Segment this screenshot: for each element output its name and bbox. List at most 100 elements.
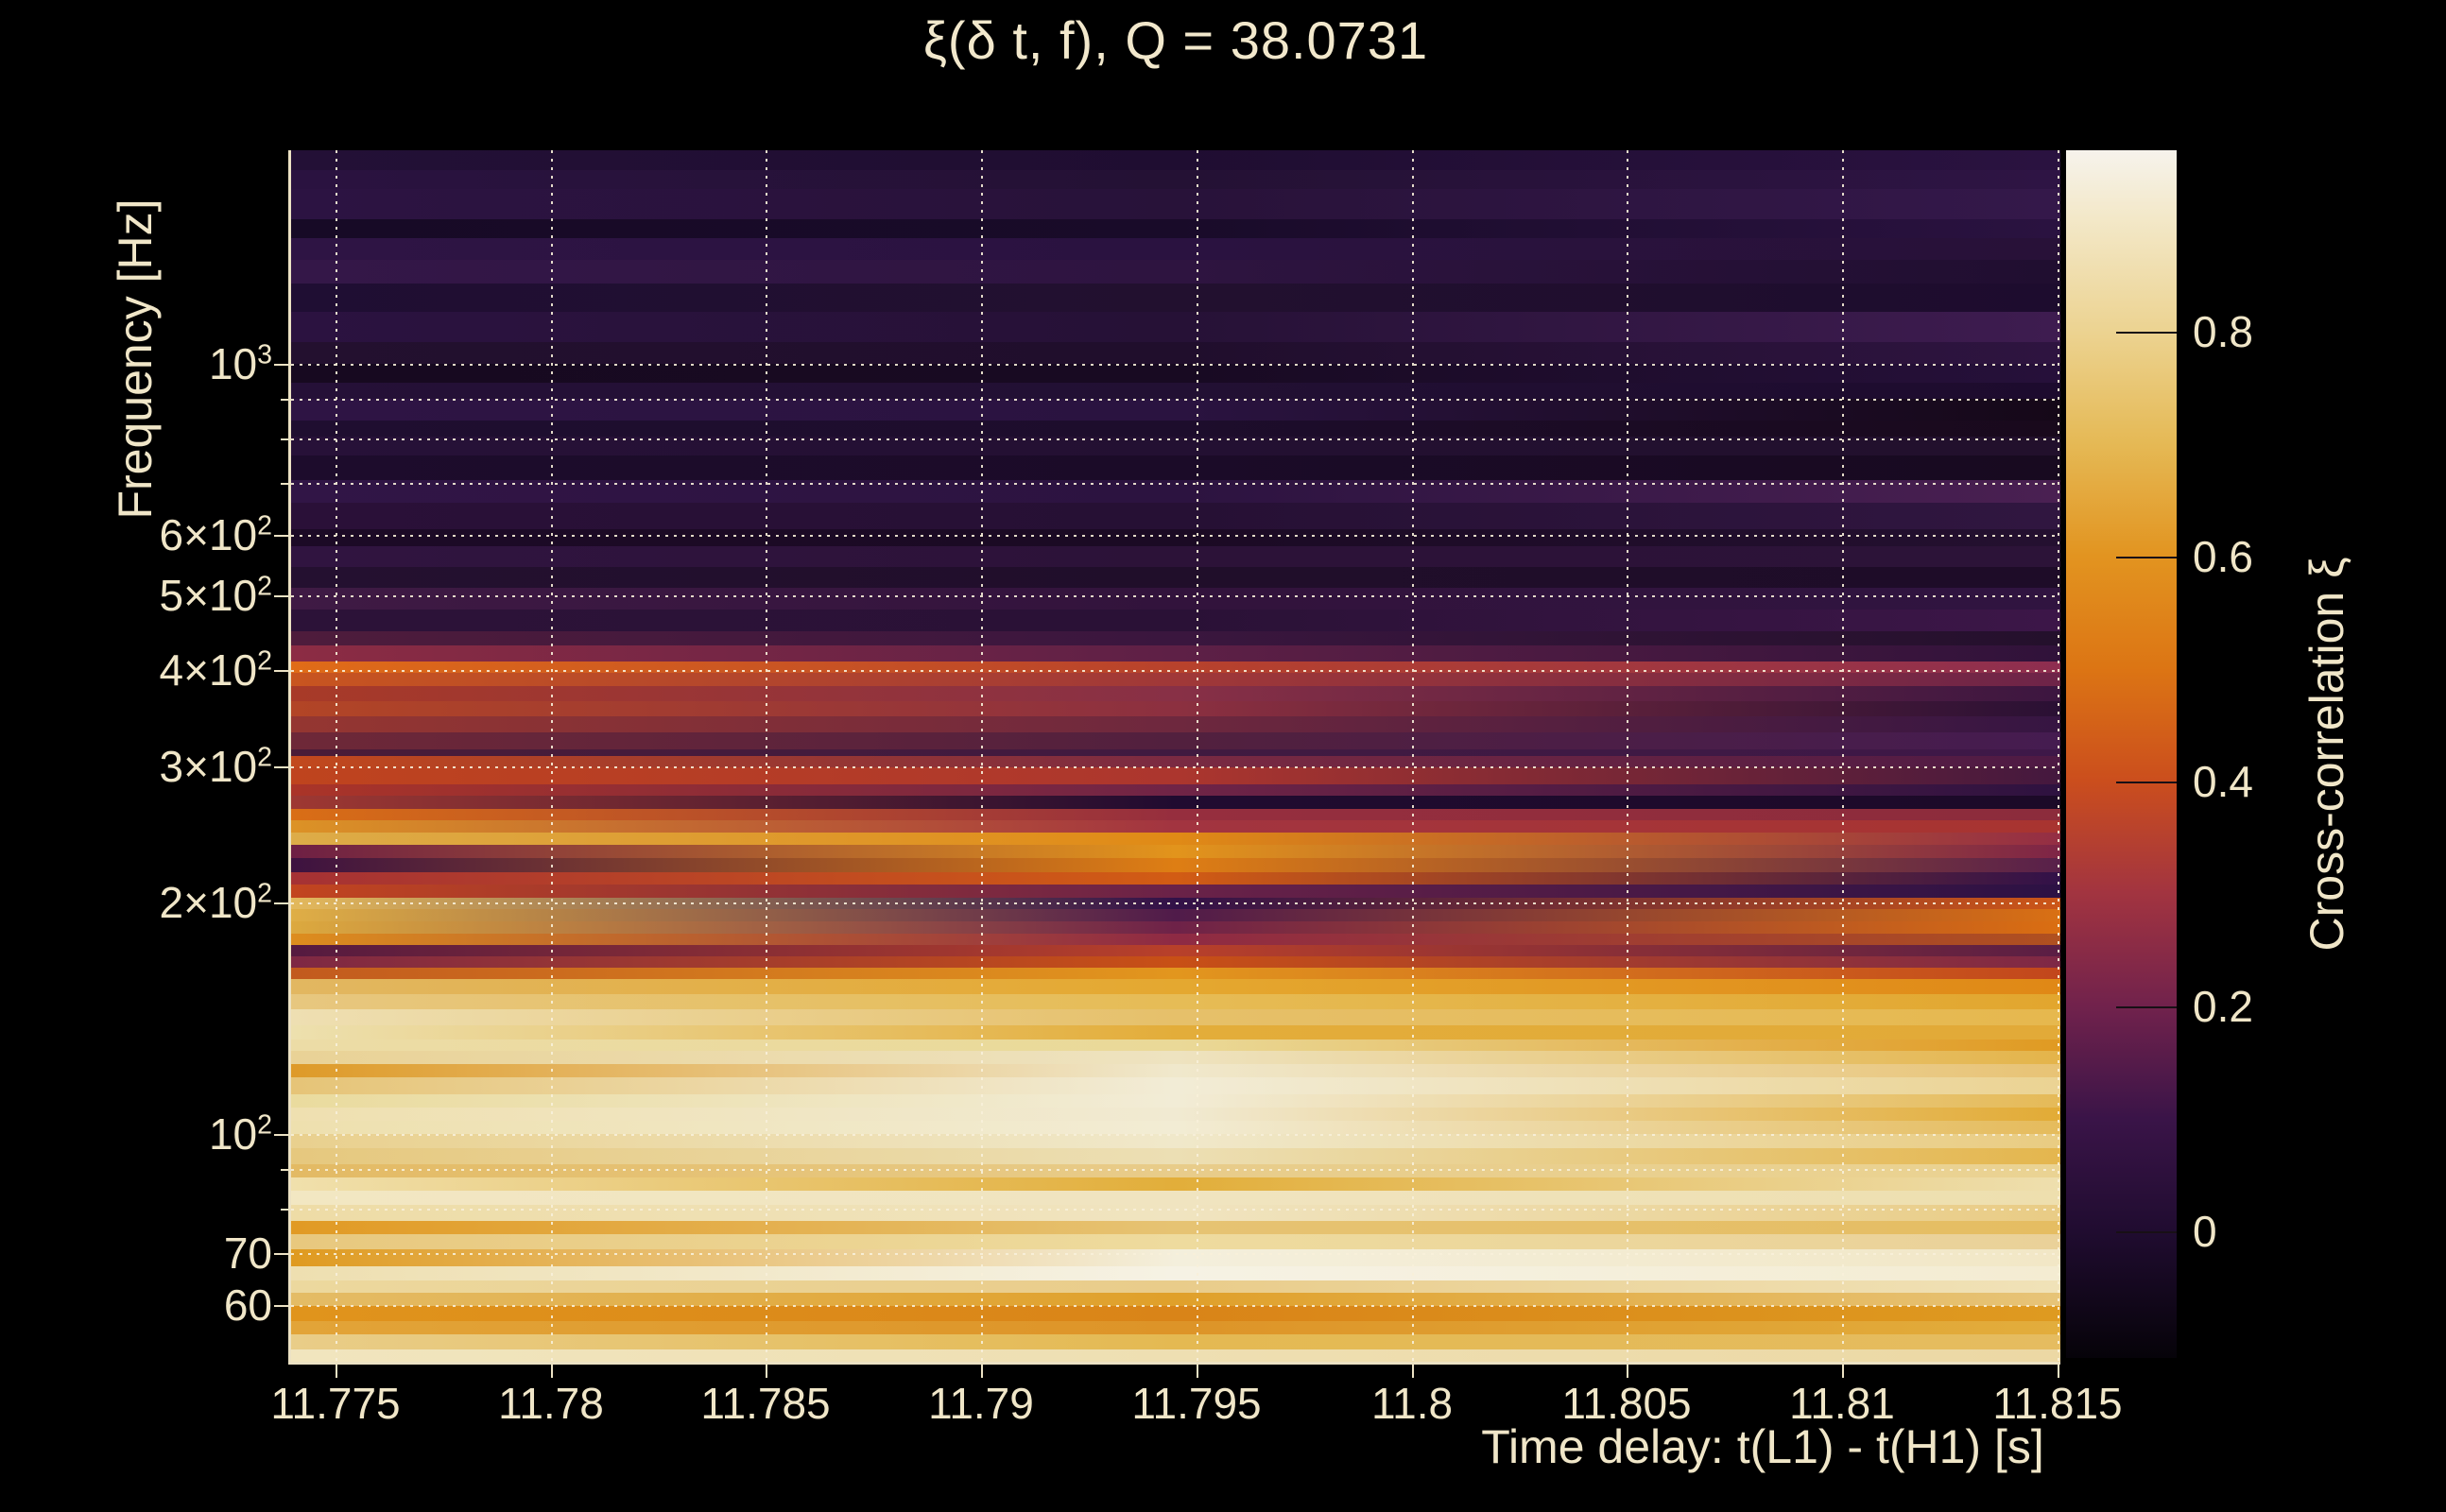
x-tick-mark: [551, 1365, 553, 1378]
y-tick-mark: [274, 595, 289, 597]
y-tick-mark: [274, 902, 289, 904]
x-tick-label: 11.79: [928, 1379, 1034, 1428]
heatmap-band: [291, 956, 2060, 968]
heatmap-band: [291, 421, 2060, 437]
y-tick-label: 6×102: [159, 510, 272, 559]
heatmap-band: [291, 610, 2060, 631]
y-tick-label: 102: [208, 1109, 272, 1159]
heatmap-band: [291, 1121, 2060, 1134]
y-tick-label: 70: [223, 1228, 272, 1278]
v-gridline: [981, 150, 983, 1362]
heatmap-band: [291, 732, 2060, 749]
heatmap-band: [291, 673, 2060, 686]
x-tick-label: 11.78: [498, 1379, 604, 1428]
x-axis-title: Time delay: t(L1) - t(H1) [s]: [1481, 1420, 2044, 1473]
heatmap-band: [291, 645, 2060, 662]
y-tick-mark: [274, 1134, 289, 1136]
heatmap-band: [291, 945, 2060, 956]
y-tick-mark: [281, 1169, 289, 1171]
heatmap-band: [291, 260, 2060, 284]
h-gridline: [291, 766, 2060, 768]
heatmap-band: [291, 872, 2060, 885]
heatmap-band: [291, 567, 2060, 588]
heatmap-band: [291, 858, 2060, 872]
heatmap-band: [291, 1064, 2060, 1077]
x-tick-mark: [2058, 1365, 2059, 1378]
h-gridline: [291, 483, 2060, 485]
x-tick-mark: [1197, 1365, 1198, 1378]
heatmap-band: [291, 437, 2060, 455]
colorbar-tick-mark: [2116, 557, 2177, 558]
x-tick-mark: [766, 1365, 767, 1378]
heatmap-band: [291, 833, 2060, 845]
heatmap-band: [291, 820, 2060, 833]
colorbar-tick-label: 0.6: [2193, 532, 2253, 581]
colorbar-tick-mark: [2116, 1231, 2177, 1233]
heatmap-band: [291, 364, 2060, 383]
heatmap-band: [291, 1334, 2060, 1349]
v-gridline: [1197, 150, 1198, 1362]
x-tick-label: 11.805: [1561, 1379, 1692, 1428]
heatmap-band: [291, 284, 2060, 312]
heatmap-band: [291, 503, 2060, 529]
v-gridline: [551, 150, 553, 1362]
v-gridline: [1842, 150, 1844, 1362]
h-gridline: [291, 1169, 2060, 1171]
heatmap-band: [291, 756, 2060, 767]
heatmap-band: [291, 399, 2060, 421]
y-axis-title: Frequency [Hz]: [109, 198, 162, 520]
y-tick-mark: [274, 364, 289, 366]
colorbar-tick-label: 0.8: [2193, 307, 2253, 356]
v-gridline: [336, 150, 337, 1362]
heatmap-band: [291, 588, 2060, 610]
heatmap-band: [291, 1108, 2060, 1121]
y-tick-mark: [281, 1209, 289, 1211]
heatmap-band: [291, 784, 2060, 796]
y-tick-mark: [274, 670, 289, 672]
colorbar-tick-mark: [2116, 1006, 2177, 1008]
y-tick-mark: [281, 483, 289, 485]
y-tick-label: 103: [208, 339, 272, 388]
y-axis-spine: [288, 150, 291, 1365]
v-gridline: [1412, 150, 1414, 1362]
heatmap-band: [291, 1293, 2060, 1306]
x-tick-label: 11.775: [270, 1379, 401, 1428]
colorbar-tick-mark: [2116, 332, 2177, 334]
heatmap-band: [291, 238, 2060, 260]
heatmap-band: [291, 749, 2060, 756]
x-tick-mark: [981, 1365, 983, 1378]
x-axis-spine: [288, 1362, 2060, 1365]
colorbar-tick-label: 0.2: [2193, 982, 2253, 1031]
y-tick-mark: [274, 766, 289, 768]
heatmap-band: [291, 979, 2060, 994]
heatmap-band: [291, 455, 2060, 480]
heatmap-band: [291, 1148, 2060, 1164]
heatmap-band: [291, 150, 2060, 170]
heatmap-band: [291, 1205, 2060, 1221]
h-gridline: [291, 1253, 2060, 1255]
heatmap-band: [291, 796, 2060, 809]
y-tick-mark: [281, 438, 289, 440]
heatmap-band: [291, 170, 2060, 189]
colorbar-tick-label: 0: [2193, 1207, 2217, 1256]
x-tick-label: 11.785: [700, 1379, 831, 1428]
heatmap-band: [291, 342, 2060, 364]
heatmap-band: [291, 383, 2060, 399]
heatmap-band: [291, 994, 2060, 1009]
heatmap-band: [291, 189, 2060, 219]
x-tick-mark: [1842, 1365, 1844, 1378]
y-tick-mark: [274, 1253, 289, 1255]
heatmap-band: [291, 921, 2060, 934]
heatmap-band: [291, 1306, 2060, 1321]
x-tick-label: 11.81: [1789, 1379, 1895, 1428]
y-tick-mark: [274, 535, 289, 537]
h-gridline: [291, 1209, 2060, 1211]
colorbar-tick-label: 0.4: [2193, 757, 2253, 806]
heatmap-band: [291, 701, 2060, 716]
heatmap-plot: [291, 150, 2060, 1362]
heatmap-band: [291, 934, 2060, 945]
heatmap-band: [291, 1234, 2060, 1249]
heatmap-band: [291, 1025, 2060, 1040]
x-tick-label: 11.815: [1992, 1379, 2123, 1428]
